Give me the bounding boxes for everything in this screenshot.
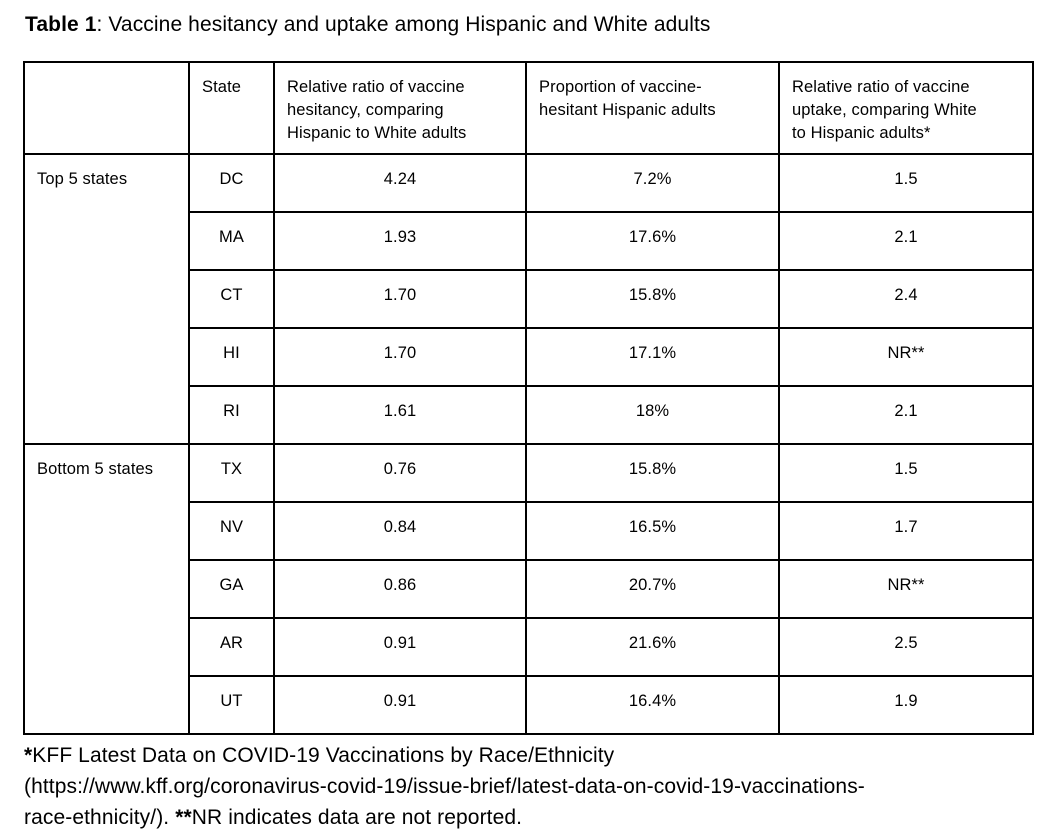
header-row: State Relative ratio of vaccine hesitanc… bbox=[23, 61, 1034, 155]
hesitant-proportion-cell: 18% bbox=[525, 385, 780, 445]
footnote-line-2: (https://www.kff.org/coronavirus-covid-1… bbox=[24, 771, 1040, 802]
footnote-line-3: race-ethnicity/). **NR indicates data ar… bbox=[24, 802, 1040, 833]
vaccine-table: State Relative ratio of vaccine hesitanc… bbox=[23, 61, 1034, 735]
hesitant-proportion-cell: 17.6% bbox=[525, 211, 780, 271]
hesitant-proportion-cell: 7.2% bbox=[525, 153, 780, 213]
state-cell: AR bbox=[188, 617, 275, 677]
uptake-ratio-cell: 1.9 bbox=[778, 675, 1034, 735]
hesitant-proportion-cell: 15.8% bbox=[525, 443, 780, 503]
state-cell: RI bbox=[188, 385, 275, 445]
hesitant-proportion-cell: 15.8% bbox=[525, 269, 780, 329]
table-row: Bottom 5 states TX 0.76 15.8% 1.5 bbox=[23, 443, 1034, 735]
table-title-text: : Vaccine hesitancy and uptake among His… bbox=[96, 13, 711, 36]
hesitancy-ratio-cell: 1.70 bbox=[273, 269, 527, 329]
group-label-bottom5: Bottom 5 states bbox=[23, 443, 190, 735]
table-row: RI 1.61 18% 2.1 bbox=[24, 385, 1034, 445]
footnote-double-asterisk: ** bbox=[175, 806, 192, 829]
hesitancy-ratio-cell: 0.76 bbox=[273, 443, 527, 503]
table-row: UT 0.91 16.4% 1.9 bbox=[24, 675, 1034, 735]
footnote-url-text: (https://www.kff.org/coronavirus-covid-1… bbox=[24, 775, 865, 798]
header-state: State bbox=[188, 61, 275, 155]
header-hesitancy-ratio: Relative ratio of vaccine hesitancy, com… bbox=[273, 61, 527, 155]
table-title-label: Table 1 bbox=[25, 13, 97, 36]
hesitant-proportion-cell: 21.6% bbox=[525, 617, 780, 677]
hesitancy-ratio-cell: 0.91 bbox=[273, 617, 527, 677]
uptake-ratio-cell: 2.1 bbox=[778, 211, 1034, 271]
table-row: CT 1.70 15.8% 2.4 bbox=[24, 269, 1034, 329]
hesitant-proportion-cell: 17.1% bbox=[525, 327, 780, 387]
footnote-source-text: KFF Latest Data on COVID-19 Vaccinations… bbox=[32, 744, 615, 767]
state-cell: TX bbox=[188, 443, 275, 503]
table-row: HI 1.70 17.1% NR** bbox=[24, 327, 1034, 387]
uptake-ratio-cell: 2.4 bbox=[778, 269, 1034, 329]
table-row: NV 0.84 16.5% 1.7 bbox=[24, 501, 1034, 561]
uptake-ratio-cell: 1.7 bbox=[778, 501, 1034, 561]
table-row: AR 0.91 21.6% 2.5 bbox=[24, 617, 1034, 677]
hesitancy-ratio-cell: 0.91 bbox=[273, 675, 527, 735]
footnote-nr-text: NR indicates data are not reported. bbox=[191, 806, 523, 829]
table-title: Table 1: Vaccine hesitancy and uptake am… bbox=[25, 11, 1040, 38]
hesitancy-ratio-cell: 0.84 bbox=[273, 501, 527, 561]
hesitancy-ratio-cell: 4.24 bbox=[273, 153, 527, 213]
hesitant-proportion-cell: 20.7% bbox=[525, 559, 780, 619]
uptake-ratio-cell: 2.5 bbox=[778, 617, 1034, 677]
state-cell: UT bbox=[188, 675, 275, 735]
header-empty bbox=[23, 61, 190, 155]
state-cell: NV bbox=[188, 501, 275, 561]
hesitant-proportion-cell: 16.5% bbox=[525, 501, 780, 561]
footnote-url-text-cont: race-ethnicity/). bbox=[24, 806, 176, 829]
hesitancy-ratio-cell: 1.93 bbox=[273, 211, 527, 271]
state-cell: DC bbox=[188, 153, 275, 213]
group-label-top5: Top 5 states bbox=[23, 153, 190, 445]
state-cell: MA bbox=[188, 211, 275, 271]
state-cell: HI bbox=[188, 327, 275, 387]
uptake-ratio-cell: 1.5 bbox=[778, 153, 1034, 213]
hesitancy-ratio-cell: 0.86 bbox=[273, 559, 527, 619]
uptake-ratio-cell: 2.1 bbox=[778, 385, 1034, 445]
hesitancy-ratio-cell: 1.61 bbox=[273, 385, 527, 445]
hesitant-proportion-cell: 16.4% bbox=[525, 675, 780, 735]
header-uptake-ratio: Relative ratio of vaccine uptake, compar… bbox=[778, 61, 1034, 155]
table-row: GA 0.86 20.7% NR** bbox=[24, 559, 1034, 619]
table-row: MA 1.93 17.6% 2.1 bbox=[24, 211, 1034, 271]
hesitancy-ratio-cell: 1.70 bbox=[273, 327, 527, 387]
uptake-ratio-cell: 1.5 bbox=[778, 443, 1034, 503]
table-row: Top 5 states DC 4.24 7.2% 1.5 bbox=[23, 153, 1034, 445]
uptake-ratio-cell: NR** bbox=[778, 559, 1034, 619]
footnote-asterisk: * bbox=[24, 744, 33, 767]
header-hesitant-proportion: Proportion of vaccine- hesitant Hispanic… bbox=[525, 61, 780, 155]
footnote: *KFF Latest Data on COVID-19 Vaccination… bbox=[24, 740, 1040, 833]
uptake-ratio-cell: NR** bbox=[778, 327, 1034, 387]
state-cell: CT bbox=[188, 269, 275, 329]
state-cell: GA bbox=[188, 559, 275, 619]
footnote-line-1: *KFF Latest Data on COVID-19 Vaccination… bbox=[24, 740, 1040, 771]
